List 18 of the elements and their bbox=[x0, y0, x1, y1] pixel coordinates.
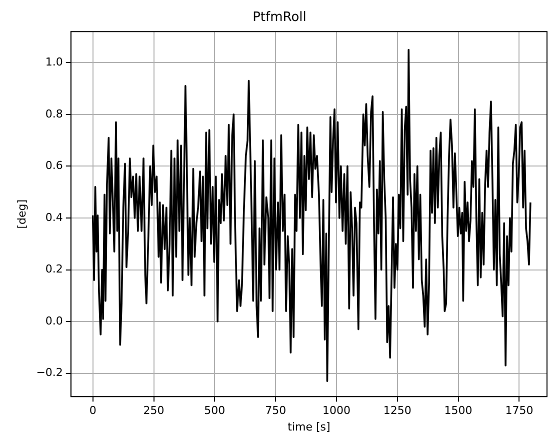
y-tick-label: −0.2 bbox=[36, 366, 63, 380]
x-tick-label: 500 bbox=[204, 404, 226, 418]
y-tick-label: 0.4 bbox=[45, 210, 63, 224]
y-tick-label: 1.0 bbox=[45, 56, 63, 69]
y-tick-label: 0.2 bbox=[45, 262, 63, 276]
y-tick-label: 0.8 bbox=[45, 107, 63, 120]
y-tick-label: 0.6 bbox=[45, 159, 63, 172]
x-tick-label: 1000 bbox=[322, 404, 350, 418]
x-tick-label: 1750 bbox=[505, 404, 534, 418]
x-tick-label: 0 bbox=[89, 404, 96, 418]
x-tick-label: 750 bbox=[265, 404, 286, 418]
chart-title: PtfmRoll bbox=[252, 10, 306, 26]
x-tick-label: 1500 bbox=[444, 404, 472, 418]
y-tick-label: 0.0 bbox=[45, 314, 63, 328]
y-axis-title: [deg] bbox=[15, 199, 28, 229]
x-tick-label: 1250 bbox=[383, 404, 412, 418]
x-axis-title: time [s] bbox=[288, 420, 330, 434]
x-tick-label: 250 bbox=[143, 404, 164, 418]
